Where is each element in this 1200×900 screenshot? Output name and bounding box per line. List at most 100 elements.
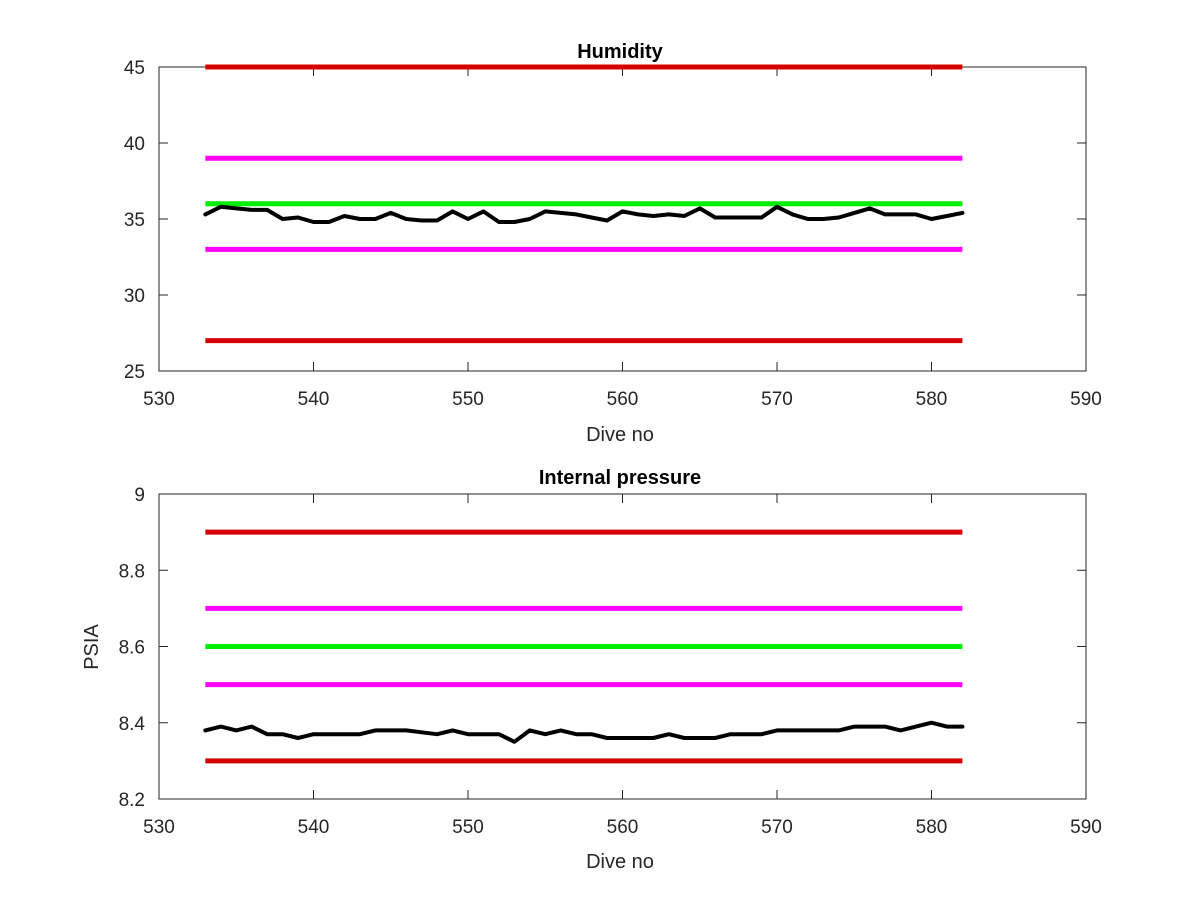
data-point bbox=[297, 216, 299, 219]
data-point bbox=[436, 219, 438, 222]
data-point bbox=[529, 729, 531, 732]
data-point bbox=[250, 209, 253, 211]
y-tick-label: 8.4 bbox=[119, 714, 146, 735]
data-point bbox=[683, 737, 686, 739]
data-point bbox=[467, 218, 469, 220]
data-point bbox=[204, 729, 207, 732]
humidity-subplot: Humidity Dive no 530 540 550 560 570 580 590 25… bbox=[124, 41, 1102, 446]
data-point bbox=[266, 209, 268, 211]
data-point bbox=[529, 218, 531, 220]
data-point bbox=[482, 733, 485, 735]
x-tick-label: 570 bbox=[761, 389, 793, 410]
data-point bbox=[451, 729, 454, 732]
x-tick-label: 540 bbox=[298, 817, 330, 838]
data-point bbox=[498, 733, 500, 735]
x-axis-label: Dive no bbox=[586, 851, 654, 873]
data-point bbox=[822, 729, 825, 732]
data-point bbox=[281, 218, 284, 220]
data-point bbox=[482, 210, 485, 213]
data-point bbox=[791, 213, 794, 216]
data-point bbox=[250, 725, 253, 728]
x-tick-label: 530 bbox=[143, 389, 175, 410]
data-point bbox=[559, 729, 562, 732]
data-point bbox=[235, 207, 238, 210]
x-tick-label: 540 bbox=[298, 389, 330, 410]
data-point bbox=[513, 741, 516, 743]
y-tick-label: 40 bbox=[124, 134, 145, 155]
y-tick-label: 45 bbox=[124, 58, 145, 79]
data-point bbox=[204, 213, 207, 216]
data-point bbox=[930, 218, 933, 220]
data-point bbox=[235, 729, 238, 732]
data-point bbox=[451, 210, 454, 213]
data-point bbox=[714, 737, 716, 739]
y-tick-label: 9 bbox=[134, 485, 145, 506]
plot-title: Internal pressure bbox=[539, 467, 701, 489]
data-point bbox=[776, 206, 778, 208]
data-point bbox=[420, 219, 423, 222]
data-point bbox=[807, 218, 809, 220]
y-tick-label: 8.2 bbox=[119, 790, 145, 811]
data-point bbox=[544, 733, 547, 735]
data-point bbox=[621, 210, 624, 213]
data-point bbox=[714, 216, 716, 219]
data-point bbox=[389, 212, 392, 214]
data-point bbox=[297, 737, 299, 739]
data-point bbox=[807, 729, 809, 732]
x-tick-label: 530 bbox=[143, 817, 175, 838]
y-axis-label: PSIA bbox=[81, 624, 103, 670]
data-point bbox=[328, 221, 330, 223]
data-point bbox=[467, 733, 469, 735]
data-series-line bbox=[203, 204, 965, 224]
data-point bbox=[389, 729, 392, 732]
plot-title: Humidity bbox=[577, 41, 663, 63]
data-point bbox=[652, 215, 655, 217]
data-point bbox=[590, 216, 593, 219]
data-point bbox=[405, 218, 408, 220]
data-series-line bbox=[203, 720, 965, 744]
data-point bbox=[838, 216, 840, 219]
data-point bbox=[575, 213, 577, 216]
data-point bbox=[853, 212, 856, 214]
data-point bbox=[343, 733, 346, 735]
data-point bbox=[374, 729, 377, 732]
y-tick-label: 30 bbox=[124, 286, 145, 307]
data-point bbox=[359, 733, 361, 735]
x-tick-label: 560 bbox=[607, 389, 639, 410]
x-tick-label: 590 bbox=[1070, 389, 1102, 410]
data-point bbox=[328, 733, 330, 735]
x-tick-label: 580 bbox=[916, 389, 948, 410]
data-point bbox=[791, 729, 794, 732]
data-point bbox=[915, 725, 917, 728]
data-point bbox=[668, 733, 670, 735]
data-point bbox=[868, 725, 871, 728]
data-point bbox=[590, 733, 593, 735]
data-point bbox=[868, 207, 871, 210]
data-point bbox=[312, 733, 315, 735]
x-tick-label: 550 bbox=[452, 817, 484, 838]
data-point bbox=[621, 737, 624, 739]
x-tick-label: 570 bbox=[761, 817, 793, 838]
data-point bbox=[668, 213, 670, 216]
data-point bbox=[220, 725, 222, 728]
data-point bbox=[698, 737, 701, 739]
data-point bbox=[853, 725, 856, 728]
data-point bbox=[698, 207, 701, 210]
data-point bbox=[915, 213, 917, 216]
x-tick-label: 580 bbox=[916, 817, 948, 838]
data-point bbox=[745, 216, 747, 219]
data-point bbox=[498, 221, 500, 223]
data-point bbox=[343, 215, 346, 217]
data-point bbox=[544, 210, 547, 213]
data-point bbox=[420, 731, 423, 734]
data-point bbox=[436, 733, 438, 735]
data-point bbox=[683, 215, 686, 217]
data-point bbox=[838, 729, 840, 732]
data-point bbox=[745, 733, 747, 735]
data-point bbox=[776, 729, 778, 732]
data-point bbox=[606, 219, 608, 222]
x-axis-label: Dive no bbox=[586, 424, 654, 446]
internal-pressure-subplot: Internal pressure Dive no PSIA 530 540 550… bbox=[81, 467, 1102, 873]
data-point bbox=[374, 218, 377, 220]
data-point bbox=[946, 725, 948, 728]
